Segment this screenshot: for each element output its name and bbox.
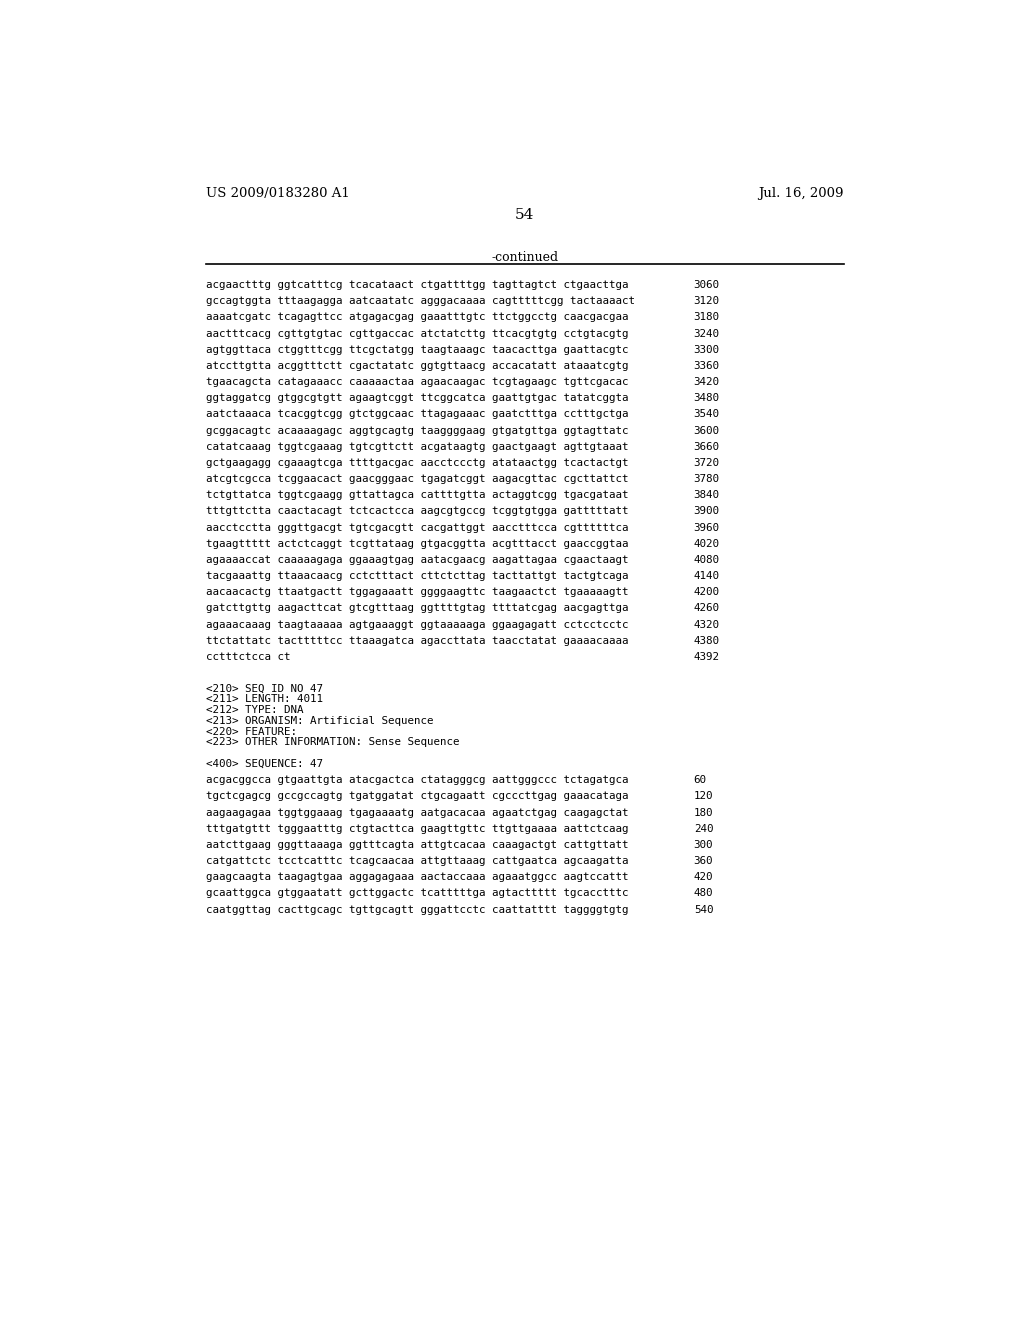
Text: 4320: 4320 xyxy=(693,619,720,630)
Text: 4392: 4392 xyxy=(693,652,720,661)
Text: tctgttatca tggtcgaagg gttattagca cattttgtta actaggtcgg tgacgataat: tctgttatca tggtcgaagg gttattagca cattttg… xyxy=(206,490,628,500)
Text: US 2009/0183280 A1: US 2009/0183280 A1 xyxy=(206,187,349,199)
Text: tgaacagcta catagaaacc caaaaactaa agaacaagac tcgtagaagc tgttcgacac: tgaacagcta catagaaacc caaaaactaa agaacaa… xyxy=(206,378,628,387)
Text: agaaacaaag taagtaaaaa agtgaaaggt ggtaaaaaga ggaagagatt cctcctcctc: agaaacaaag taagtaaaaa agtgaaaggt ggtaaaa… xyxy=(206,619,628,630)
Text: aatcttgaag gggttaaaga ggtttcagta attgtcacaa caaagactgt cattgttatt: aatcttgaag gggttaaaga ggtttcagta attgtca… xyxy=(206,840,628,850)
Text: 300: 300 xyxy=(693,840,714,850)
Text: <211> LENGTH: 4011: <211> LENGTH: 4011 xyxy=(206,694,323,705)
Text: 3240: 3240 xyxy=(693,329,720,338)
Text: gcggacagtc acaaaagagc aggtgcagtg taaggggaag gtgatgttga ggtagttatc: gcggacagtc acaaaagagc aggtgcagtg taagggg… xyxy=(206,425,628,436)
Text: 60: 60 xyxy=(693,775,707,785)
Text: <210> SEQ ID NO 47: <210> SEQ ID NO 47 xyxy=(206,684,323,693)
Text: tttgatgttt tgggaatttg ctgtacttca gaagttgttc ttgttgaaaa aattctcaag: tttgatgttt tgggaatttg ctgtacttca gaagttg… xyxy=(206,824,628,834)
Text: 3840: 3840 xyxy=(693,490,720,500)
Text: 540: 540 xyxy=(693,904,714,915)
Text: Jul. 16, 2009: Jul. 16, 2009 xyxy=(759,187,844,199)
Text: gatcttgttg aagacttcat gtcgtttaag ggttttgtag ttttatcgag aacgagttga: gatcttgttg aagacttcat gtcgtttaag ggttttg… xyxy=(206,603,628,614)
Text: catatcaaag tggtcgaaag tgtcgttctt acgataagtg gaactgaagt agttgtaaat: catatcaaag tggtcgaaag tgtcgttctt acgataa… xyxy=(206,442,628,451)
Text: 3780: 3780 xyxy=(693,474,720,484)
Text: tttgttctta caactacagt tctcactcca aagcgtgccg tcggtgtgga gatttttatt: tttgttctta caactacagt tctcactcca aagcgtg… xyxy=(206,507,628,516)
Text: tgaagttttt actctcaggt tcgttataag gtgacggtta acgtttacct gaaccggtaa: tgaagttttt actctcaggt tcgttataag gtgacgg… xyxy=(206,539,628,549)
Text: <400> SEQUENCE: 47: <400> SEQUENCE: 47 xyxy=(206,759,323,770)
Text: aagaagagaa tggtggaaag tgagaaaatg aatgacacaa agaatctgag caagagctat: aagaagagaa tggtggaaag tgagaaaatg aatgaca… xyxy=(206,808,628,817)
Text: aaaatcgatc tcagagttcc atgagacgag gaaatttgtc ttctggcctg caacgacgaa: aaaatcgatc tcagagttcc atgagacgag gaaattt… xyxy=(206,313,628,322)
Text: 3900: 3900 xyxy=(693,507,720,516)
Text: 3120: 3120 xyxy=(693,296,720,306)
Text: <220> FEATURE:: <220> FEATURE: xyxy=(206,726,297,737)
Text: gctgaagagg cgaaagtcga ttttgacgac aacctccctg atataactgg tcactactgt: gctgaagagg cgaaagtcga ttttgacgac aacctcc… xyxy=(206,458,628,467)
Text: 3720: 3720 xyxy=(693,458,720,467)
Text: 4260: 4260 xyxy=(693,603,720,614)
Text: 3960: 3960 xyxy=(693,523,720,532)
Text: 3180: 3180 xyxy=(693,313,720,322)
Text: aacaacactg ttaatgactt tggagaaatt ggggaagttc taagaactct tgaaaaagtt: aacaacactg ttaatgactt tggagaaatt ggggaag… xyxy=(206,587,628,597)
Text: catgattctc tcctcatttc tcagcaacaa attgttaaag cattgaatca agcaagatta: catgattctc tcctcatttc tcagcaacaa attgtta… xyxy=(206,857,628,866)
Text: 480: 480 xyxy=(693,888,714,899)
Text: 3360: 3360 xyxy=(693,360,720,371)
Text: gaagcaagta taagagtgaa aggagagaaa aactaccaaa agaaatggcc aagtccattt: gaagcaagta taagagtgaa aggagagaaa aactacc… xyxy=(206,873,628,882)
Text: 120: 120 xyxy=(693,792,714,801)
Text: 3060: 3060 xyxy=(693,280,720,290)
Text: aacctcctta gggttgacgt tgtcgacgtt cacgattggt aacctttcca cgttttttca: aacctcctta gggttgacgt tgtcgacgtt cacgatt… xyxy=(206,523,628,532)
Text: 240: 240 xyxy=(693,824,714,834)
Text: atcgtcgcca tcggaacact gaacgggaac tgagatcggt aagacgttac cgcttattct: atcgtcgcca tcggaacact gaacgggaac tgagatc… xyxy=(206,474,628,484)
Text: cctttctcca ct: cctttctcca ct xyxy=(206,652,290,661)
Text: gcaattggca gtggaatatt gcttggactc tcatttttga agtacttttt tgcacctttc: gcaattggca gtggaatatt gcttggactc tcatttt… xyxy=(206,888,628,899)
Text: 3300: 3300 xyxy=(693,345,720,355)
Text: aactttcacg cgttgtgtac cgttgaccac atctatcttg ttcacgtgtg cctgtacgtg: aactttcacg cgttgtgtac cgttgaccac atctatc… xyxy=(206,329,628,338)
Text: -continued: -continued xyxy=(492,251,558,264)
Text: acgaactttg ggtcatttcg tcacataact ctgattttgg tagttagtct ctgaacttga: acgaactttg ggtcatttcg tcacataact ctgattt… xyxy=(206,280,628,290)
Text: 3600: 3600 xyxy=(693,425,720,436)
Text: 4380: 4380 xyxy=(693,636,720,645)
Text: acgacggcca gtgaattgta atacgactca ctatagggcg aattgggccc tctagatgca: acgacggcca gtgaattgta atacgactca ctatagg… xyxy=(206,775,628,785)
Text: 180: 180 xyxy=(693,808,714,817)
Text: agaaaaccat caaaaagaga ggaaagtgag aatacgaacg aagattagaa cgaactaagt: agaaaaccat caaaaagaga ggaaagtgag aatacga… xyxy=(206,554,628,565)
Text: 4140: 4140 xyxy=(693,572,720,581)
Text: 360: 360 xyxy=(693,857,714,866)
Text: gccagtggta tttaagagga aatcaatatc agggacaaaa cagtttttcgg tactaaaact: gccagtggta tttaagagga aatcaatatc agggaca… xyxy=(206,296,635,306)
Text: tacgaaattg ttaaacaacg cctctttact cttctcttag tacttattgt tactgtcaga: tacgaaattg ttaaacaacg cctctttact cttctct… xyxy=(206,572,628,581)
Text: 4200: 4200 xyxy=(693,587,720,597)
Text: <213> ORGANISM: Artificial Sequence: <213> ORGANISM: Artificial Sequence xyxy=(206,715,433,726)
Text: ggtaggatcg gtggcgtgtt agaagtcggt ttcggcatca gaattgtgac tatatcggta: ggtaggatcg gtggcgtgtt agaagtcggt ttcggca… xyxy=(206,393,628,403)
Text: aatctaaaca tcacggtcgg gtctggcaac ttagagaaac gaatctttga cctttgctga: aatctaaaca tcacggtcgg gtctggcaac ttagaga… xyxy=(206,409,628,420)
Text: 420: 420 xyxy=(693,873,714,882)
Text: <212> TYPE: DNA: <212> TYPE: DNA xyxy=(206,705,303,715)
Text: agtggttaca ctggtttcgg ttcgctatgg taagtaaagc taacacttga gaattacgtc: agtggttaca ctggtttcgg ttcgctatgg taagtaa… xyxy=(206,345,628,355)
Text: 3540: 3540 xyxy=(693,409,720,420)
Text: ttctattatc tactttttcc ttaaagatca agaccttata taacctatat gaaaacaaaa: ttctattatc tactttttcc ttaaagatca agacctt… xyxy=(206,636,628,645)
Text: atccttgtta acggtttctt cgactatatc ggtgttaacg accacatatt ataaatcgtg: atccttgtta acggtttctt cgactatatc ggtgtta… xyxy=(206,360,628,371)
Text: 3420: 3420 xyxy=(693,378,720,387)
Text: caatggttag cacttgcagc tgttgcagtt gggattcctc caattatttt taggggtgtg: caatggttag cacttgcagc tgttgcagtt gggattc… xyxy=(206,904,628,915)
Text: 4080: 4080 xyxy=(693,554,720,565)
Text: <223> OTHER INFORMATION: Sense Sequence: <223> OTHER INFORMATION: Sense Sequence xyxy=(206,738,459,747)
Text: 4020: 4020 xyxy=(693,539,720,549)
Text: tgctcgagcg gccgccagtg tgatggatat ctgcagaatt cgcccttgag gaaacataga: tgctcgagcg gccgccagtg tgatggatat ctgcaga… xyxy=(206,792,628,801)
Text: 54: 54 xyxy=(515,209,535,223)
Text: 3660: 3660 xyxy=(693,442,720,451)
Text: 3480: 3480 xyxy=(693,393,720,403)
